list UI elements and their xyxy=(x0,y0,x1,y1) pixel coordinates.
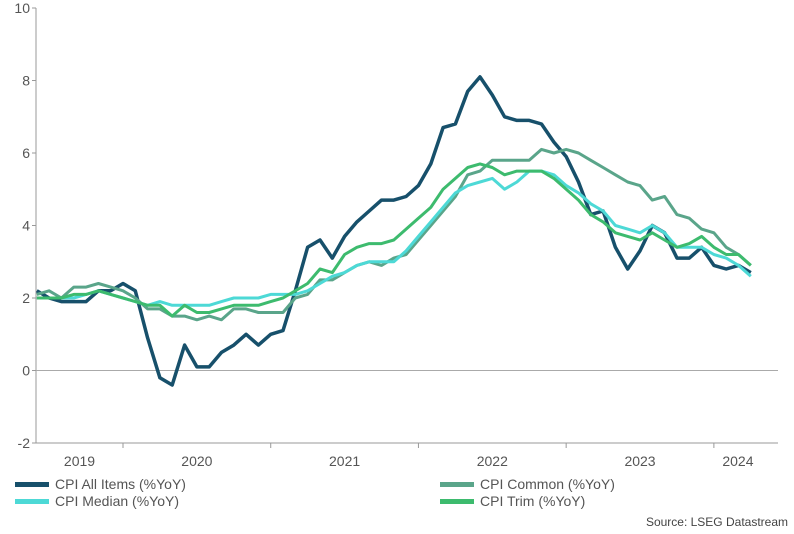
series-line-3 xyxy=(36,162,752,318)
y-tick-label: 6 xyxy=(22,145,30,161)
legend-item-median: CPI Median (%YoY) xyxy=(15,493,179,509)
source-note: Source: LSEG Datastream xyxy=(645,515,788,529)
legend-label: CPI Common (%YoY) xyxy=(480,476,615,492)
x-tick-label: 2024 xyxy=(722,453,753,469)
y-tick-label: 0 xyxy=(22,363,30,379)
legend-label: CPI Trim (%YoY) xyxy=(480,493,586,509)
legend-swatch xyxy=(440,481,474,487)
legend-swatch xyxy=(15,481,49,487)
x-tick-label: 2023 xyxy=(624,453,655,469)
x-tick-label: 2019 xyxy=(64,453,95,469)
y-tick-label: 4 xyxy=(22,218,30,234)
x-tick-label: 2022 xyxy=(477,453,508,469)
legend-label: CPI All Items (%YoY) xyxy=(55,476,186,492)
series-line-1 xyxy=(36,147,752,322)
legend-swatch xyxy=(15,498,49,504)
axes: -2 0 2 4 6 8 10 2019 2020 2021 2022 2023 2024 xyxy=(14,0,778,469)
legend-swatch xyxy=(440,498,474,504)
series-line-0 xyxy=(35,75,752,387)
y-tick-label: -2 xyxy=(18,435,31,451)
legend-item-trim: CPI Trim (%YoY) xyxy=(440,493,585,509)
y-tick-label: 10 xyxy=(14,0,30,16)
legend-label: CPI Median (%YoY) xyxy=(55,493,179,509)
legend-item-all-items: CPI All Items (%YoY) xyxy=(15,476,186,492)
y-tick-label: 8 xyxy=(22,73,30,89)
x-tick-label: 2021 xyxy=(329,453,360,469)
x-tick-label: 2020 xyxy=(181,453,212,469)
y-tick-label: 2 xyxy=(22,290,30,306)
series-lines xyxy=(35,75,752,387)
series-line-2 xyxy=(36,169,752,307)
legend-item-common: CPI Common (%YoY) xyxy=(440,476,615,492)
